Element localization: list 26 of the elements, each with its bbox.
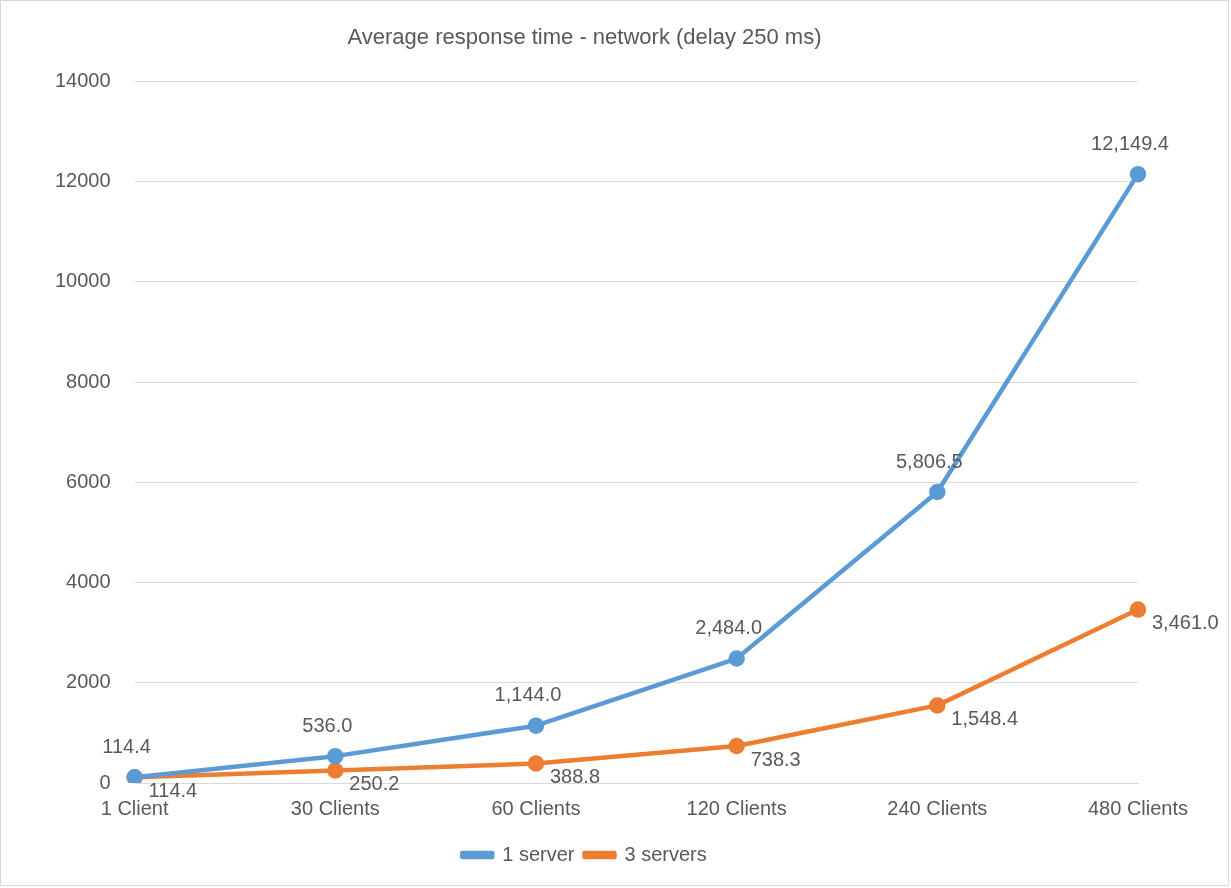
y-tick-label: 0 <box>99 770 111 793</box>
x-tick-label: 60 Clients <box>491 796 581 819</box>
legend-label: 3 servers <box>624 842 707 865</box>
y-tick-label: 4000 <box>66 570 111 593</box>
x-tick-label: 30 Clients <box>290 796 380 819</box>
data-label: 3,461.0 <box>1152 611 1219 634</box>
data-label: 114.4 <box>102 734 151 757</box>
y-tick-label: 2000 <box>66 670 111 693</box>
x-tick-label: 120 Clients <box>686 796 787 819</box>
x-tick-label: 240 Clients <box>887 796 988 819</box>
y-tick-label: 6000 <box>66 469 111 492</box>
y-tick-label: 14000 <box>54 68 111 91</box>
data-label: 1,144.0 <box>494 683 562 706</box>
x-tick-label: 480 Clients <box>1087 796 1189 819</box>
y-tick-label: 10000 <box>54 269 111 292</box>
data-label: 388.8 <box>549 765 601 788</box>
data-label: 12,149.4 <box>1091 131 1169 154</box>
y-tick-label: 12000 <box>54 169 111 192</box>
data-label: 738.3 <box>750 747 801 770</box>
data-label: 2,484.0 <box>695 616 763 639</box>
legend-label: 1 server <box>502 842 575 865</box>
data-label: 536.0 <box>302 713 353 736</box>
y-tick-label: 8000 <box>66 369 111 392</box>
data-label: 1,548.4 <box>951 706 1019 729</box>
chart-title: Average response time - network (delay 250 ms) <box>347 24 822 50</box>
data-label: 250.2 <box>349 771 400 794</box>
